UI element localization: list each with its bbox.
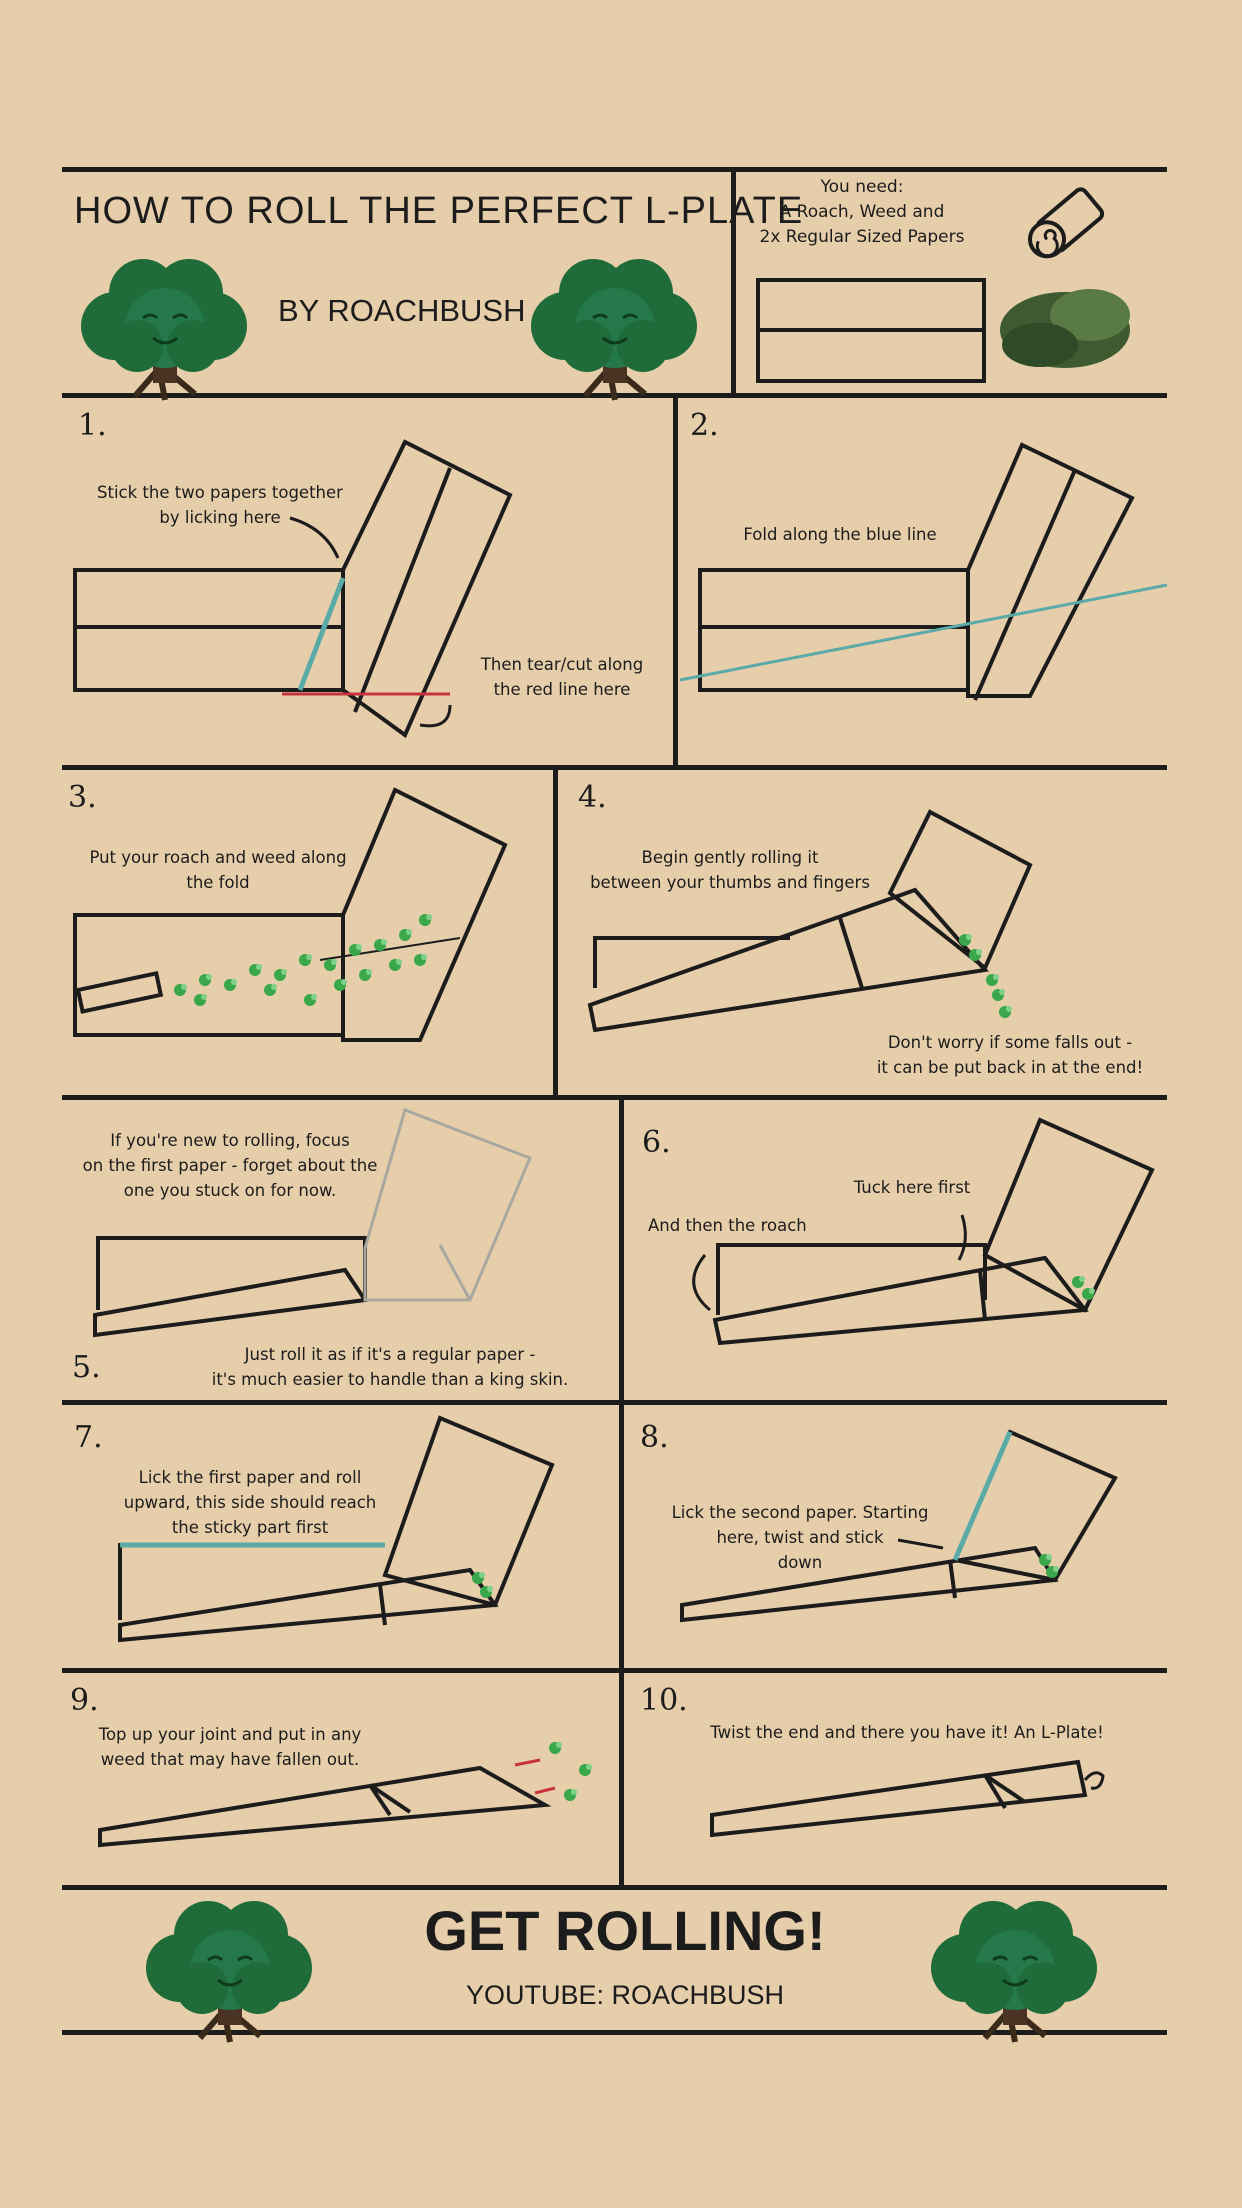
tree-logo-footer-left [146, 1901, 312, 2042]
step5-caption-regular: Just roll it as if it's a regular paper … [211, 1345, 569, 1389]
step6-caption-roach: And then the roach [648, 1216, 807, 1235]
step8-caption: Lick the second paper. Starting here, tw… [671, 1503, 929, 1572]
step2-drawing [679, 442, 1168, 701]
step6-caption-tuck: Tuck here first [853, 1178, 971, 1197]
step-number: 10. [640, 1683, 688, 1718]
step-number: 6. [642, 1125, 671, 1160]
step-number: 1. [78, 408, 107, 443]
step4-caption-roll: Begin gently rolling it between your thu… [590, 848, 870, 892]
top-border [62, 167, 1167, 172]
step8-drawing [680, 1429, 1118, 1623]
weed-icon [1000, 289, 1130, 368]
step7-caption: Lick the first paper and roll upward, th… [123, 1468, 377, 1537]
step9-caption: Top up your joint and put in any weed th… [98, 1725, 362, 1769]
row3-bottom-border [62, 1400, 1167, 1405]
tree-logo-left [81, 259, 247, 400]
bottom-border [62, 2030, 1167, 2035]
step9-drawing [98, 1758, 556, 1848]
requirements-line: A Roach, Weed and [779, 202, 945, 222]
step5-caption-focus: If you're new to rolling, focus on the f… [82, 1131, 378, 1200]
row4-bottom-border [62, 1668, 1167, 1673]
step-number: 9. [70, 1683, 99, 1718]
step1-drawing [73, 439, 513, 739]
step2-caption: Fold along the blue line [743, 525, 937, 544]
step4-drawing [587, 809, 1033, 1033]
header-divider [731, 167, 736, 393]
step3-drawing [73, 787, 508, 1042]
roach-icon [1028, 187, 1105, 259]
step10-caption: Twist the end and there you have it! An … [710, 1723, 1104, 1742]
step-number: 7. [74, 1420, 103, 1455]
step6-drawing [692, 1117, 1155, 1346]
footer-subtitle: YOUTUBE: ROACHBUSH [465, 1980, 785, 2010]
step7-drawing [118, 1415, 555, 1643]
step-number: 2. [690, 408, 719, 443]
divider-row3-5 [619, 1095, 624, 1888]
step1-caption-tear: Then tear/cut along the red line here [480, 655, 644, 699]
step9-weed [549, 1742, 592, 1801]
step5-drawing [93, 1108, 532, 1338]
step8-weed [1039, 1554, 1059, 1578]
row2-bottom-border [62, 1095, 1167, 1100]
papers-icon [756, 278, 986, 383]
byline: BY ROACHBUSH [278, 293, 526, 328]
divider-row1 [673, 393, 678, 768]
footer-title: GET ROLLING! [424, 1899, 826, 1962]
step1-caption-lick: Stick the two papers together by licking… [97, 483, 343, 527]
step-number: 8. [640, 1420, 669, 1455]
step3-caption: Put your roach and weed along the fold [89, 848, 347, 892]
row1-bottom-border [62, 765, 1167, 770]
divider-row2 [553, 765, 558, 1098]
step-number: 4. [578, 780, 607, 815]
step-number: 5. [72, 1350, 101, 1385]
page-title: HOW TO ROLL THE PERFECT L-PLATE [74, 190, 804, 232]
requirements: You need: A Roach, Weed and 2x Regular S… [697, 175, 1027, 250]
row5-bottom-border [62, 1885, 1167, 1890]
step10-drawing [710, 1759, 1105, 1838]
step4-caption-falls: Don't worry if some falls out - it can b… [876, 1033, 1144, 1077]
requirements-line: 2x Regular Sized Papers [759, 227, 965, 247]
tree-logo-right [531, 259, 697, 400]
requirements-line: You need: [820, 177, 904, 197]
step-number: 3. [68, 780, 97, 815]
step3-weed [174, 914, 432, 1006]
tree-logo-footer-right [931, 1901, 1097, 2042]
